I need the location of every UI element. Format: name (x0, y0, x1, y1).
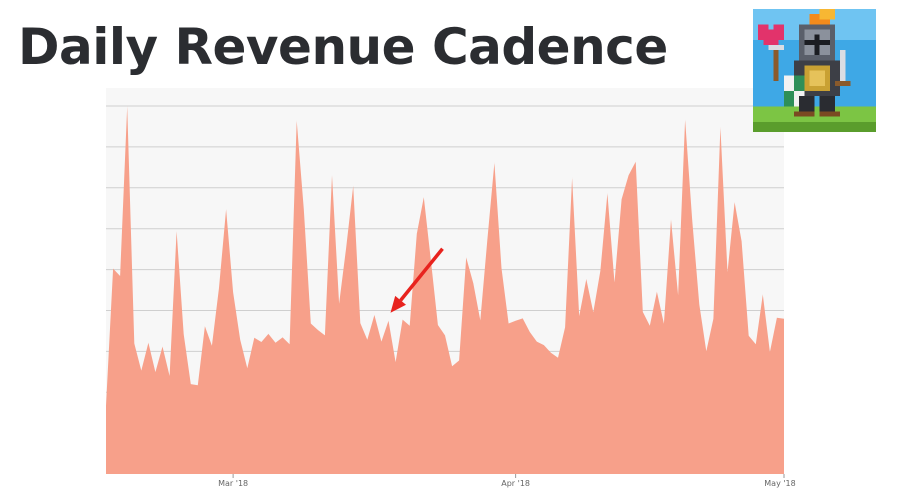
x-tick-label: Apr '18 (501, 479, 530, 488)
pixel-knight-game-icon (753, 9, 876, 132)
x-axis-ticks: Mar '18 Apr '18 May '18 (218, 474, 796, 488)
x-tick-label: May '18 (764, 479, 795, 488)
x-tick-label: Mar '18 (218, 479, 248, 488)
